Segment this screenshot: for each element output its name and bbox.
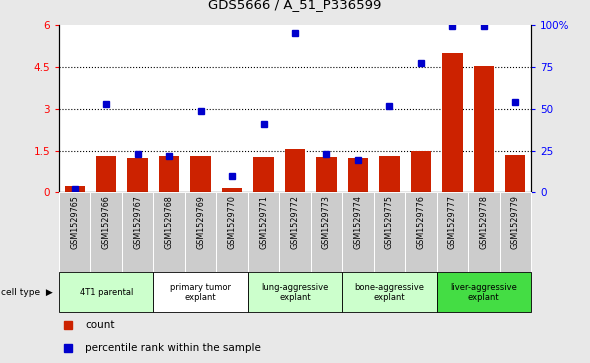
Bar [285, 149, 305, 192]
Bar [159, 156, 179, 192]
Bar [468, 192, 500, 272]
Text: cell type  ▶: cell type ▶ [1, 288, 53, 297]
Bar [411, 151, 431, 192]
Bar [342, 272, 437, 312]
Bar [316, 157, 337, 192]
Bar [96, 156, 116, 192]
Bar [279, 192, 311, 272]
Bar [153, 192, 185, 272]
Text: GSM1529778: GSM1529778 [479, 195, 489, 249]
Bar [191, 156, 211, 192]
Bar [185, 192, 217, 272]
Text: GSM1529777: GSM1529777 [448, 195, 457, 249]
Bar [222, 188, 242, 192]
Text: 4T1 parental: 4T1 parental [80, 288, 133, 297]
Bar [348, 158, 368, 192]
Bar [59, 192, 90, 272]
Bar [59, 272, 153, 312]
Text: GSM1529779: GSM1529779 [511, 195, 520, 249]
Bar [379, 156, 399, 192]
Text: GSM1529767: GSM1529767 [133, 195, 142, 249]
Bar [437, 272, 531, 312]
Bar [122, 192, 153, 272]
Text: GSM1529775: GSM1529775 [385, 195, 394, 249]
Bar [127, 158, 148, 192]
Bar [217, 192, 248, 272]
Text: GSM1529772: GSM1529772 [290, 195, 300, 249]
Text: GSM1529769: GSM1529769 [196, 195, 205, 249]
Bar [90, 192, 122, 272]
Text: GSM1529773: GSM1529773 [322, 195, 331, 249]
Text: GSM1529765: GSM1529765 [70, 195, 79, 249]
Bar [253, 157, 274, 192]
Text: GSM1529768: GSM1529768 [165, 195, 173, 249]
Bar [342, 192, 373, 272]
Bar [248, 192, 279, 272]
Bar [373, 192, 405, 272]
Text: liver-aggressive
explant: liver-aggressive explant [450, 282, 517, 302]
Text: GDS5666 / A_51_P336599: GDS5666 / A_51_P336599 [208, 0, 382, 11]
Text: GSM1529774: GSM1529774 [353, 195, 362, 249]
Bar [153, 272, 248, 312]
Text: percentile rank within the sample: percentile rank within the sample [85, 343, 261, 352]
Bar [474, 66, 494, 192]
Text: GSM1529776: GSM1529776 [417, 195, 425, 249]
Bar [500, 192, 531, 272]
Bar [248, 272, 342, 312]
Text: GSM1529766: GSM1529766 [101, 195, 111, 249]
Bar [437, 192, 468, 272]
Bar [311, 192, 342, 272]
Text: lung-aggressive
explant: lung-aggressive explant [261, 282, 329, 302]
Text: primary tumor
explant: primary tumor explant [170, 282, 231, 302]
Bar [64, 186, 85, 192]
Text: count: count [85, 321, 114, 330]
Text: bone-aggressive
explant: bone-aggressive explant [355, 282, 424, 302]
Text: GSM1529770: GSM1529770 [228, 195, 237, 249]
Bar [442, 53, 463, 192]
Bar [405, 192, 437, 272]
Text: GSM1529771: GSM1529771 [259, 195, 268, 249]
Bar [505, 155, 526, 192]
